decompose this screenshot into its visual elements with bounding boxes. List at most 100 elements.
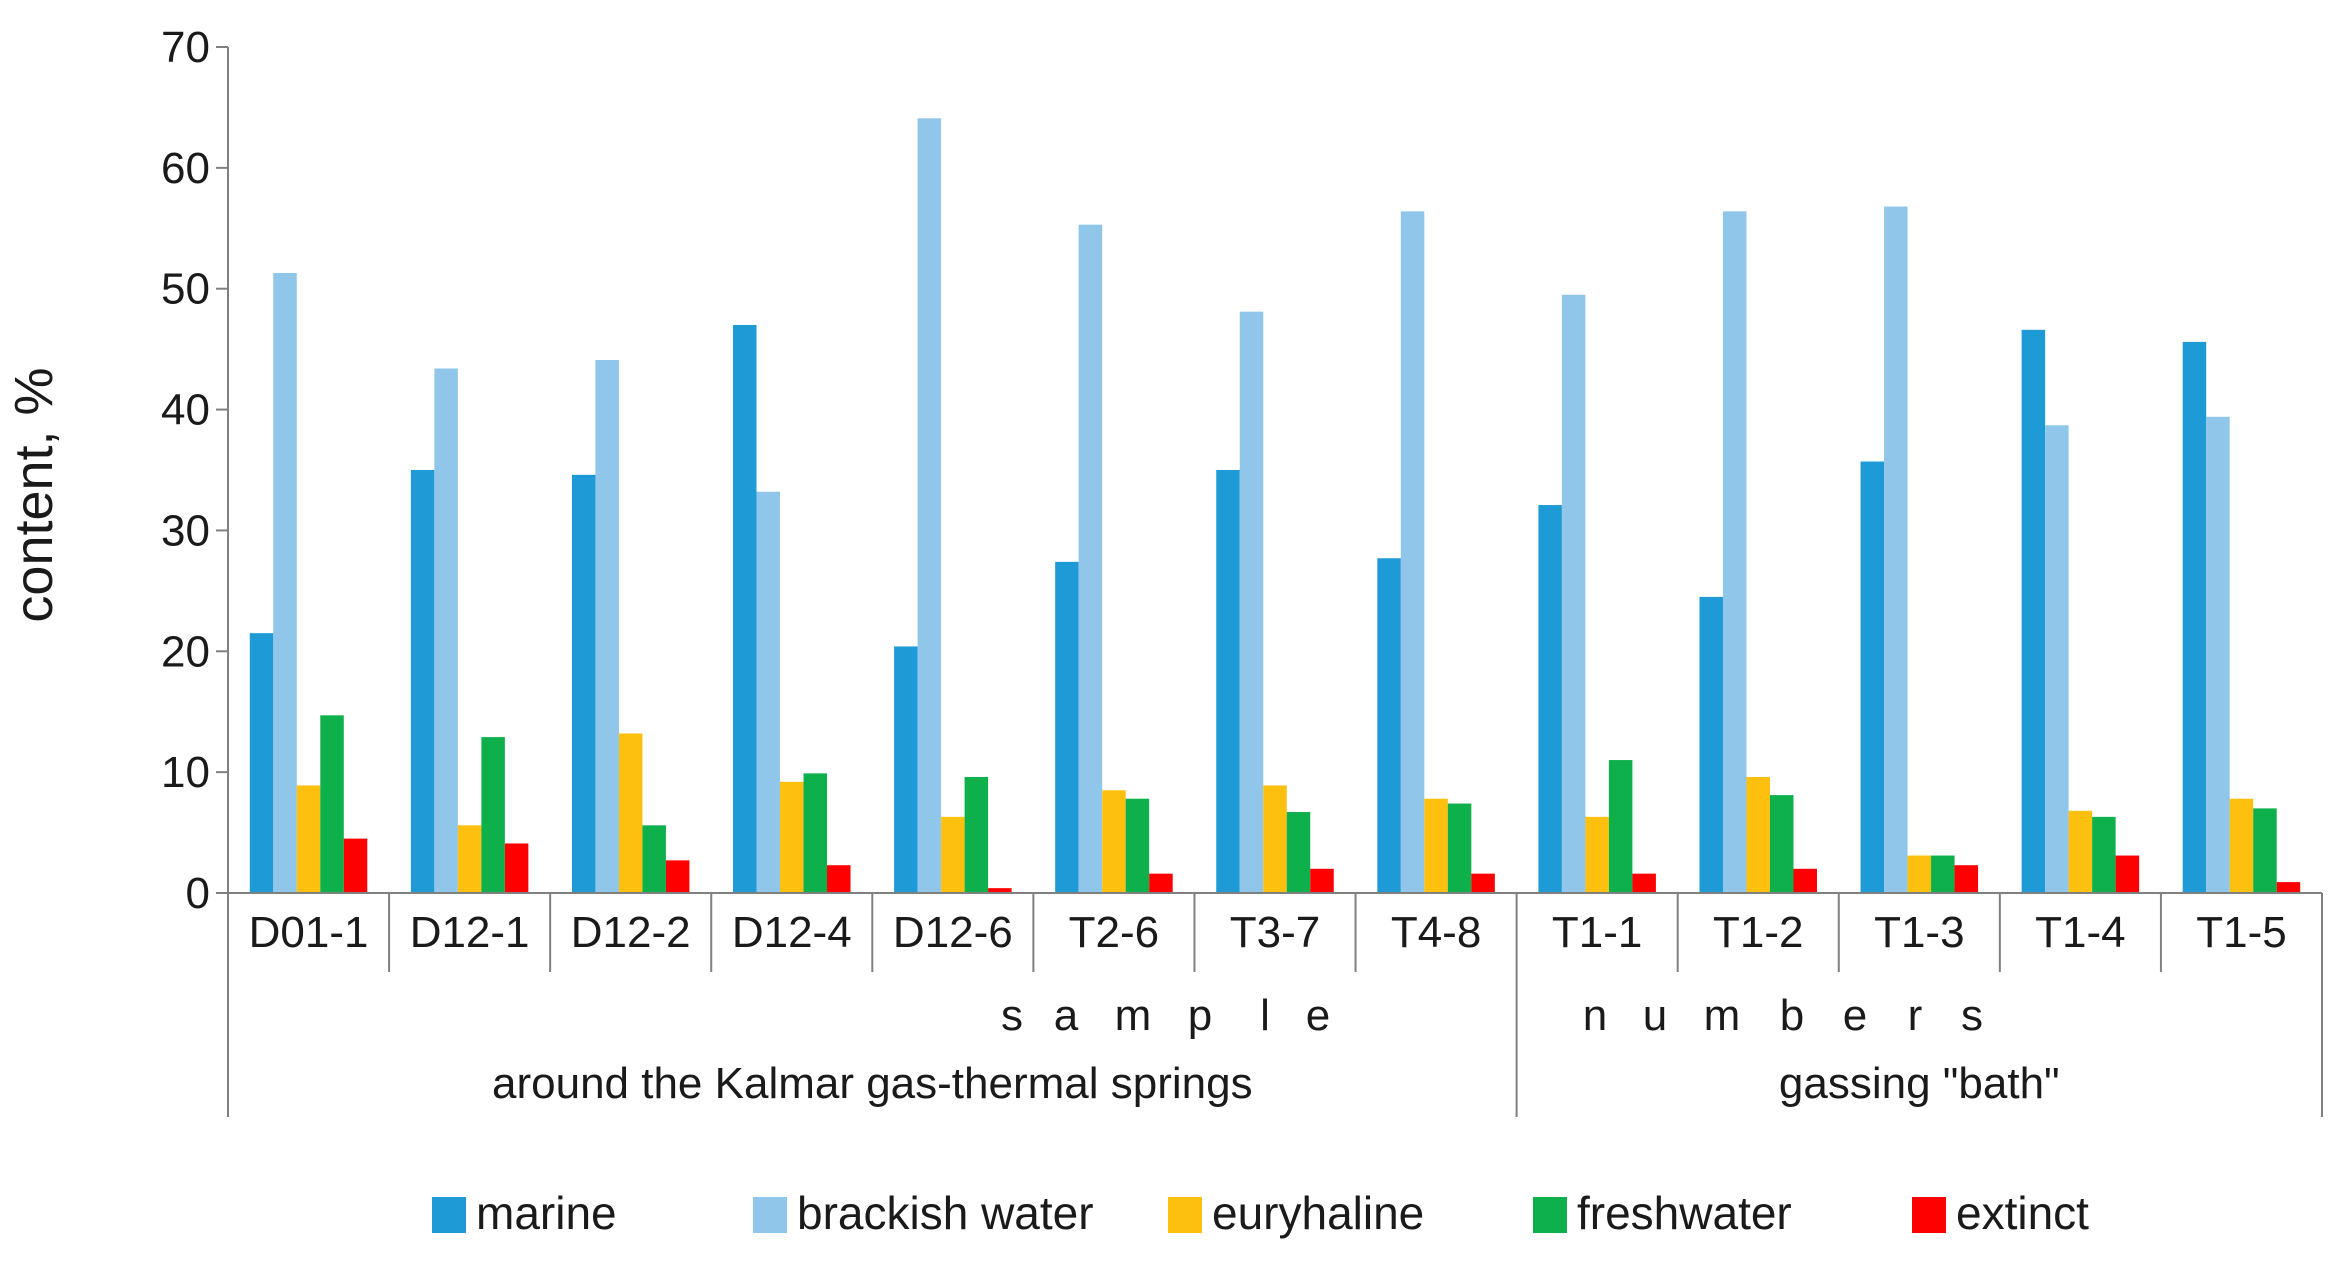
- y-tick-label: 20: [161, 627, 210, 676]
- legend-label: extinct: [1956, 1187, 2089, 1239]
- bar-freshwater-T2-6: [1125, 798, 1150, 893]
- bar-freshwater-T1-3: [1931, 855, 1955, 893]
- bar-freshwater-T1-4: [2092, 816, 2116, 893]
- category-label: T4-8: [1391, 908, 1481, 957]
- bar-brackish-water-D12-1: [434, 368, 458, 894]
- x-axis-title-letter: r: [1908, 991, 1923, 1040]
- legend-swatch-freshwater: [1533, 1197, 1567, 1233]
- bar-marine-T4-8: [1377, 558, 1401, 893]
- bar-freshwater-T1-2: [1769, 795, 1794, 893]
- x-axis-title-letter: s: [1961, 991, 1983, 1040]
- bar-euryhaline-D12-2: [618, 733, 643, 893]
- bar-euryhaline-T1-2: [1746, 776, 1770, 893]
- bar-euryhaline-D12-1: [457, 825, 482, 893]
- bar-freshwater-D12-1: [481, 737, 505, 893]
- x-axis-title-letter: b: [1780, 991, 1804, 1040]
- bar-extinct-T1-1: [1632, 873, 1656, 893]
- legend-swatch-euryhaline: [1168, 1197, 1202, 1233]
- y-tick-label: 70: [161, 23, 210, 72]
- x-axis-title-letter: m: [1704, 991, 1741, 1040]
- bar-brackish-water-T4-8: [1400, 211, 1425, 893]
- bar-euryhaline-D12-4: [780, 781, 804, 893]
- legend-label: euryhaline: [1212, 1187, 1424, 1239]
- bar-extinct-D01-1: [343, 838, 368, 893]
- bar-freshwater-T1-5: [2253, 808, 2277, 893]
- bar-brackish-water-D12-4: [756, 491, 781, 893]
- bar-extinct-T3-7: [1310, 868, 1334, 893]
- bar-marine-T1-1: [1538, 505, 1562, 893]
- category-label: T1-2: [1713, 908, 1803, 957]
- bar-marine-T1-3: [1860, 461, 1885, 893]
- bar-extinct-T1-4: [2115, 855, 2140, 893]
- bar-marine-D01-1: [249, 633, 274, 893]
- y-tick-label: 50: [161, 265, 210, 314]
- bar-freshwater-D12-2: [642, 825, 666, 893]
- bar-marine-T1-2: [1699, 596, 1723, 893]
- category-label: T1-3: [1874, 908, 1964, 957]
- legend-swatch-marine: [432, 1197, 466, 1233]
- category-label: T1-5: [2196, 908, 2286, 957]
- bar-marine-D12-4: [733, 324, 757, 893]
- x-axis-title-letter: e: [1306, 991, 1330, 1040]
- bar-freshwater-D12-4: [803, 773, 828, 893]
- x-axis-title-letter: m: [1115, 991, 1152, 1040]
- bar-brackish-water-T1-4: [2045, 425, 2069, 893]
- legend: marine brackish water euryhaline freshwater…: [432, 1187, 2089, 1239]
- group-label: gassing "bath": [1779, 1059, 2060, 1108]
- bar-brackish-water-T1-5: [2206, 416, 2230, 893]
- bar-euryhaline-T1-4: [2068, 810, 2093, 893]
- bar-euryhaline-T3-7: [1263, 785, 1287, 893]
- bar-euryhaline-T1-3: [1907, 855, 1932, 893]
- x-axis-title-letter: e: [1843, 991, 1867, 1040]
- y-tick-label: 0: [186, 869, 210, 918]
- bar-marine-D12-6: [894, 646, 918, 893]
- x-axis-title-letter: n: [1583, 991, 1607, 1040]
- bar-brackish-water-T3-7: [1239, 311, 1264, 894]
- category-label: D12-1: [410, 908, 530, 957]
- bar-marine-T1-5: [2182, 341, 2207, 893]
- y-tick-label: 40: [161, 386, 210, 435]
- bar-brackish-water-T1-1: [1561, 294, 1586, 893]
- bar-extinct-T1-5: [2276, 882, 2301, 893]
- bar-euryhaline-T1-5: [2229, 798, 2254, 893]
- bar-euryhaline-T1-1: [1585, 816, 1609, 893]
- category-label: T2-6: [1069, 908, 1159, 957]
- bar-brackish-water-T1-2: [1722, 211, 1747, 893]
- group-label: around the Kalmar gas-thermal springs: [492, 1059, 1253, 1108]
- bar-freshwater-T3-7: [1286, 812, 1311, 893]
- y-tick-label: 30: [161, 506, 210, 555]
- bar-brackish-water-T2-6: [1078, 224, 1103, 893]
- bar-marine-T1-4: [2021, 329, 2046, 893]
- plot-area: 0 10 20 30 40 50 60 70 D01-1 D12-1 D12-2 D12-4 D12-6…: [161, 23, 2323, 1117]
- bar-brackish-water-D12-6: [917, 118, 942, 893]
- bar-extinct-T2-6: [1149, 873, 1173, 893]
- bar-euryhaline-D01-1: [296, 785, 321, 893]
- category-label: D12-2: [571, 908, 691, 957]
- category-label: D12-4: [732, 908, 852, 957]
- category-label: T1-1: [1552, 908, 1642, 957]
- x-axis-title-letter: s: [1001, 991, 1023, 1040]
- bar-extinct-D12-2: [665, 860, 690, 893]
- y-axis-label: content, %: [4, 367, 64, 622]
- x-axis-title-letter: l: [1260, 991, 1270, 1040]
- bar-euryhaline-T2-6: [1102, 790, 1126, 893]
- bar-extinct-T1-3: [1954, 865, 1979, 893]
- bar-marine-T3-7: [1216, 470, 1240, 893]
- category-label: T1-4: [2035, 908, 2125, 957]
- bar-euryhaline-T4-8: [1424, 798, 1448, 893]
- y-tick-label: 60: [161, 144, 210, 193]
- bar-marine-T2-6: [1055, 561, 1079, 893]
- x-axis-title-letter: p: [1188, 991, 1212, 1040]
- bar-extinct-D12-4: [827, 865, 851, 893]
- legend-swatch-brackish-water: [753, 1197, 787, 1233]
- legend-label: brackish water: [797, 1187, 1094, 1239]
- bar-brackish-water-D12-2: [595, 360, 619, 893]
- bar-freshwater-D01-1: [320, 715, 344, 893]
- bar-brackish-water-T1-3: [1884, 206, 1908, 893]
- bar-freshwater-T1-1: [1608, 760, 1633, 893]
- bar-brackish-water-D01-1: [273, 273, 297, 893]
- bar-extinct-D12-1: [504, 843, 529, 893]
- x-axis-title-letter: u: [1643, 991, 1667, 1040]
- bar-marine-D12-2: [571, 474, 596, 893]
